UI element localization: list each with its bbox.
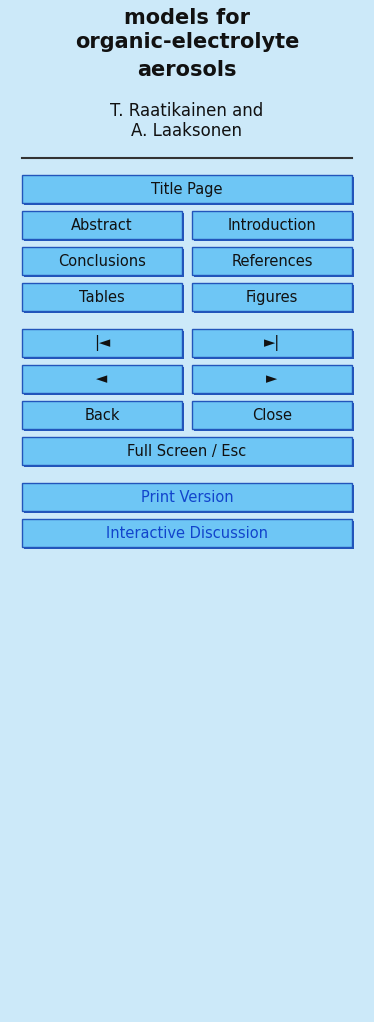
- Text: Full Screen / Esc: Full Screen / Esc: [128, 444, 246, 459]
- FancyBboxPatch shape: [24, 403, 184, 431]
- FancyBboxPatch shape: [22, 175, 352, 203]
- Text: A. Laaksonen: A. Laaksonen: [132, 122, 242, 140]
- Text: Print Version: Print Version: [141, 490, 233, 505]
- FancyBboxPatch shape: [194, 249, 354, 277]
- FancyBboxPatch shape: [22, 519, 352, 547]
- FancyBboxPatch shape: [24, 331, 184, 359]
- FancyBboxPatch shape: [22, 401, 182, 429]
- FancyBboxPatch shape: [192, 211, 352, 239]
- Text: Conclusions: Conclusions: [58, 253, 146, 269]
- FancyBboxPatch shape: [24, 177, 354, 205]
- FancyBboxPatch shape: [192, 329, 352, 357]
- Text: References: References: [231, 253, 313, 269]
- Text: Tables: Tables: [79, 289, 125, 305]
- Text: organic-electrolyte: organic-electrolyte: [75, 32, 299, 52]
- Text: ◄: ◄: [96, 372, 108, 386]
- FancyBboxPatch shape: [192, 365, 352, 393]
- FancyBboxPatch shape: [24, 521, 354, 549]
- Text: ►|: ►|: [264, 335, 280, 351]
- FancyBboxPatch shape: [22, 365, 182, 393]
- FancyBboxPatch shape: [22, 211, 182, 239]
- FancyBboxPatch shape: [24, 485, 354, 513]
- Text: aerosols: aerosols: [137, 60, 237, 80]
- FancyBboxPatch shape: [24, 285, 184, 313]
- FancyBboxPatch shape: [22, 247, 182, 275]
- Text: T. Raatikainen and: T. Raatikainen and: [110, 102, 264, 120]
- FancyBboxPatch shape: [194, 403, 354, 431]
- FancyBboxPatch shape: [22, 437, 352, 465]
- FancyBboxPatch shape: [22, 283, 182, 311]
- FancyBboxPatch shape: [22, 483, 352, 511]
- FancyBboxPatch shape: [24, 249, 184, 277]
- Text: Figures: Figures: [246, 289, 298, 305]
- FancyBboxPatch shape: [24, 367, 184, 394]
- Text: Introduction: Introduction: [228, 218, 316, 232]
- FancyBboxPatch shape: [194, 331, 354, 359]
- Text: Back: Back: [84, 408, 120, 422]
- FancyBboxPatch shape: [22, 329, 182, 357]
- FancyBboxPatch shape: [194, 285, 354, 313]
- FancyBboxPatch shape: [194, 367, 354, 394]
- FancyBboxPatch shape: [24, 439, 354, 467]
- Text: Interactive Discussion: Interactive Discussion: [106, 525, 268, 541]
- FancyBboxPatch shape: [24, 213, 184, 241]
- Text: |◄: |◄: [94, 335, 110, 351]
- FancyBboxPatch shape: [194, 213, 354, 241]
- FancyBboxPatch shape: [192, 401, 352, 429]
- FancyBboxPatch shape: [192, 247, 352, 275]
- Text: models for: models for: [124, 8, 250, 28]
- Text: Abstract: Abstract: [71, 218, 133, 232]
- FancyBboxPatch shape: [192, 283, 352, 311]
- Text: Title Page: Title Page: [151, 182, 223, 196]
- Text: Close: Close: [252, 408, 292, 422]
- Text: ►: ►: [266, 372, 278, 386]
